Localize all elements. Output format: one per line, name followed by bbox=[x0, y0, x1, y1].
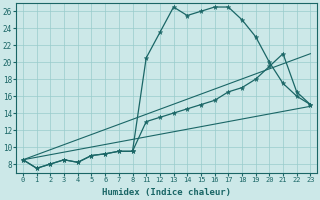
X-axis label: Humidex (Indice chaleur): Humidex (Indice chaleur) bbox=[102, 188, 231, 197]
